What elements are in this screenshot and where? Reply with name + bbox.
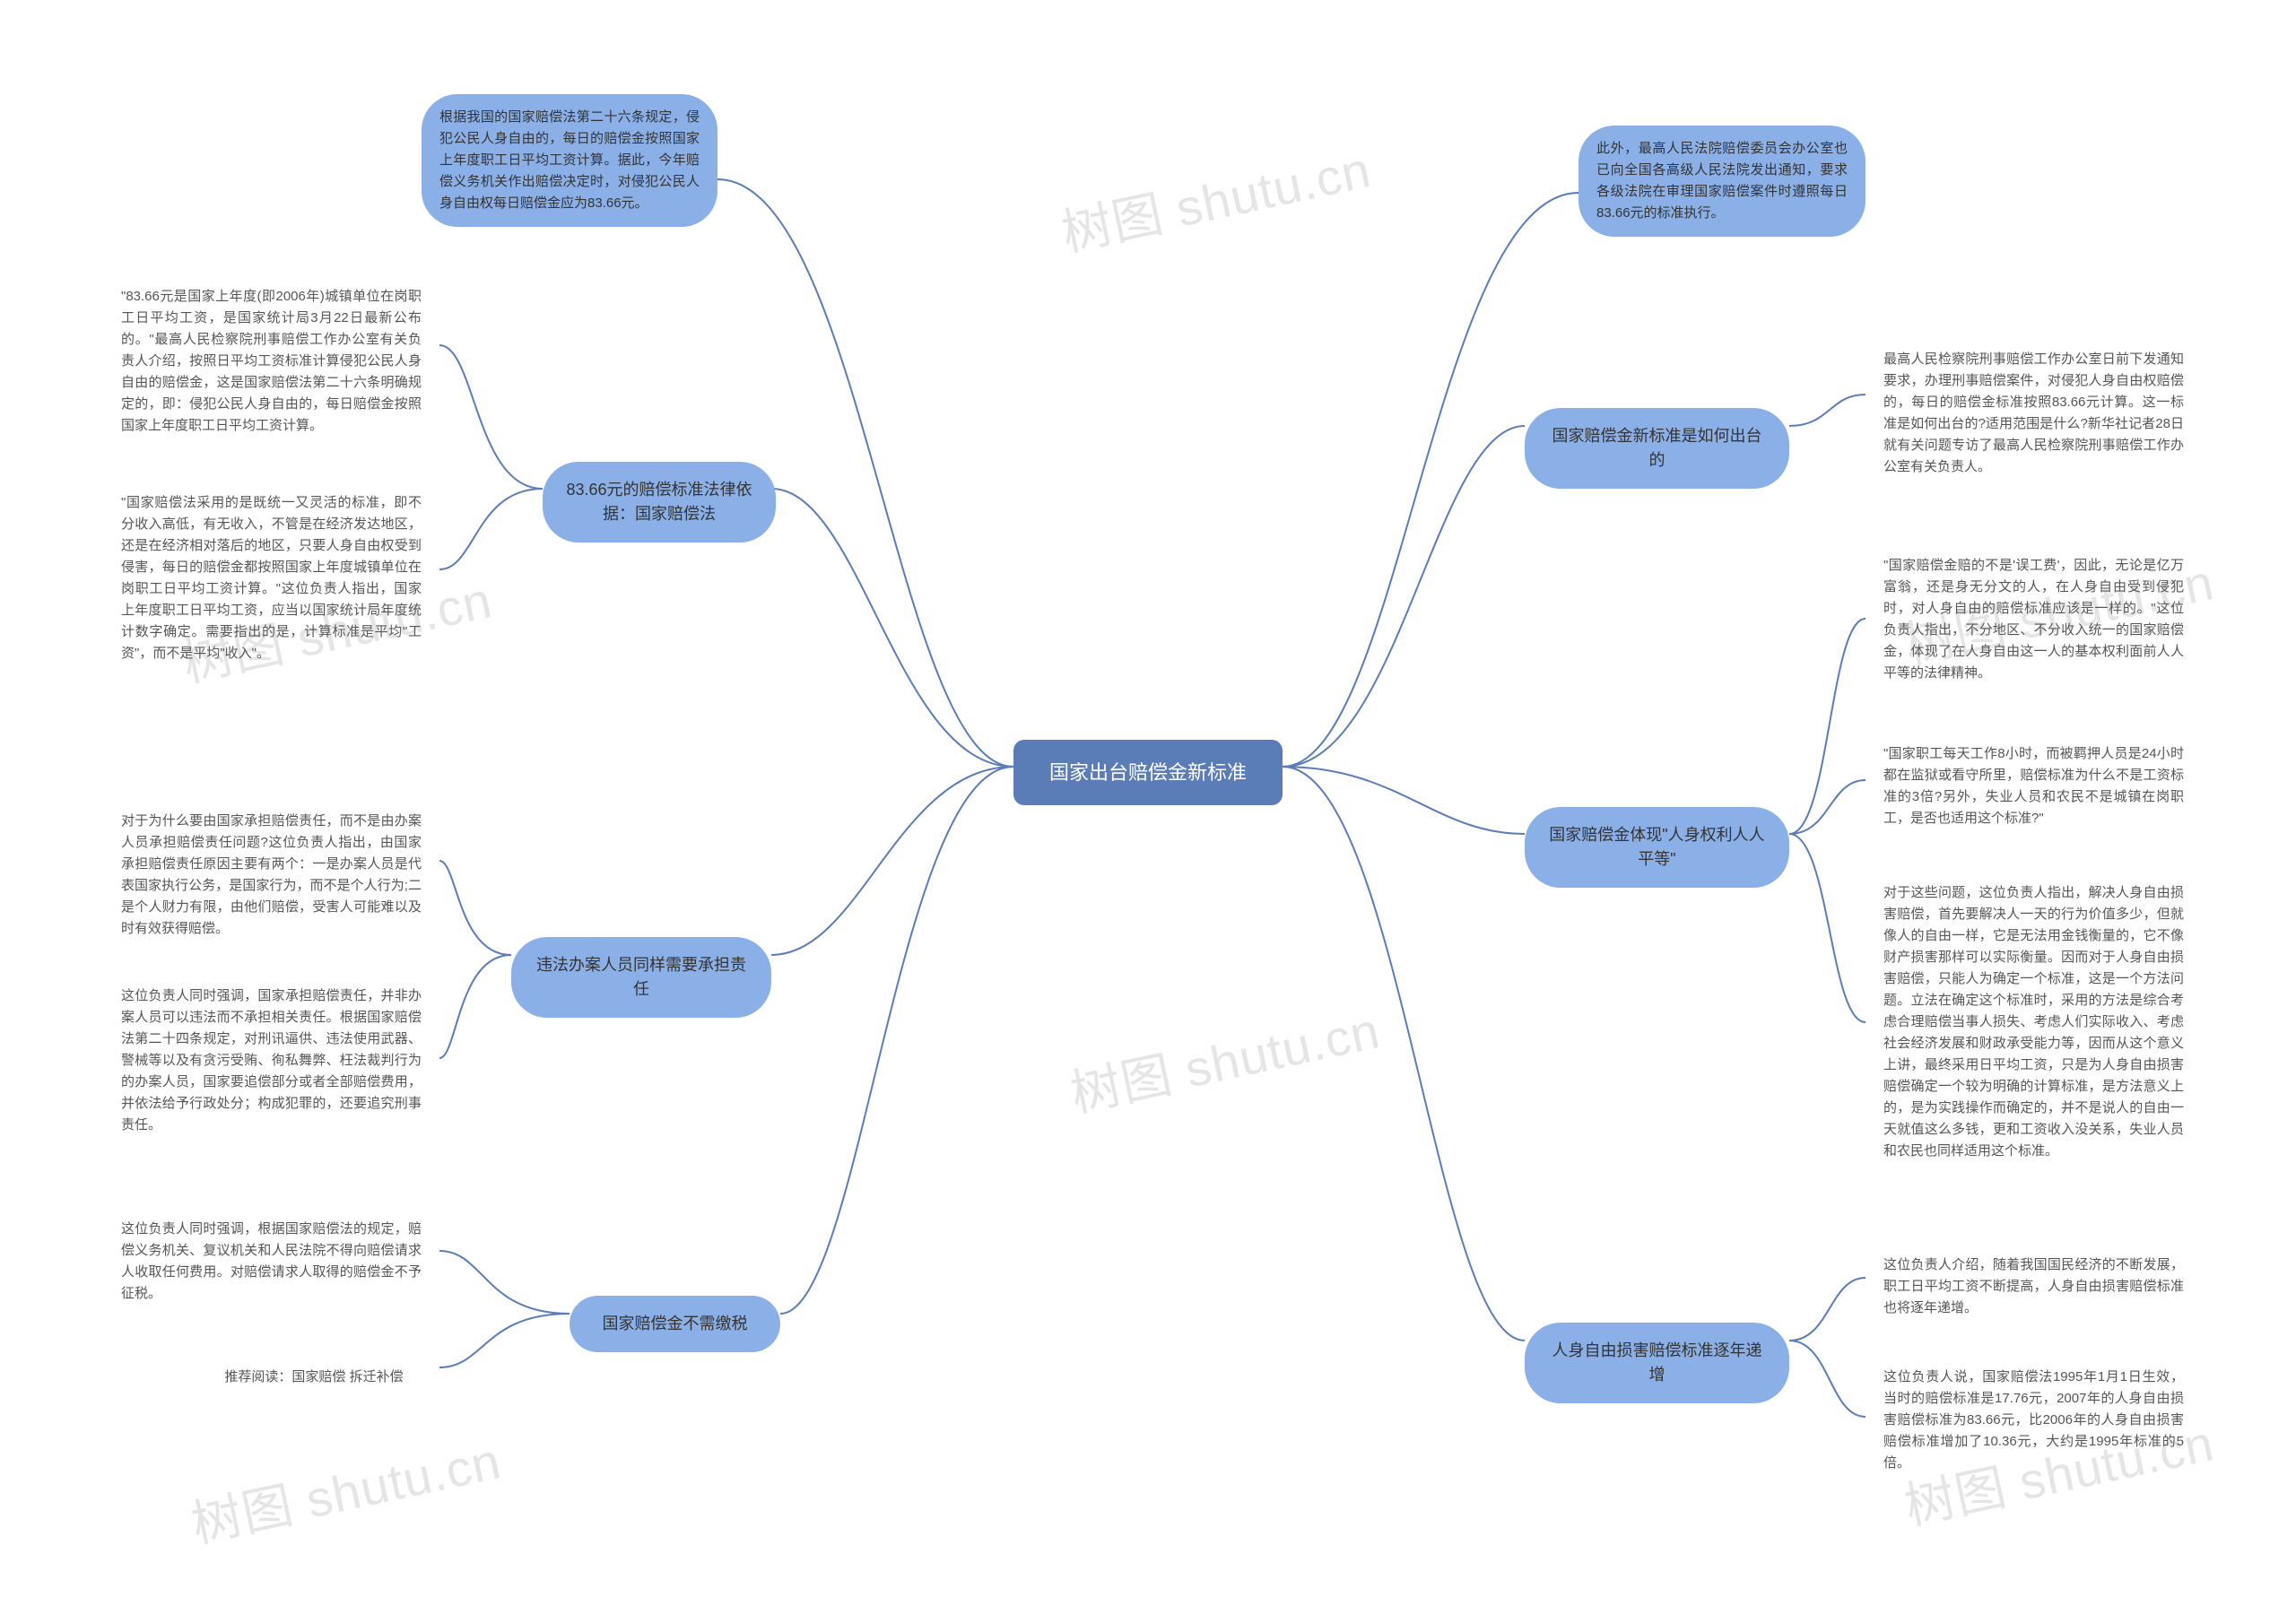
- leaf-node: 推荐阅读：国家赔偿 拆迁补偿: [188, 1354, 439, 1401]
- leaf-text: "国家赔偿法采用的是既统一又灵活的标准，即不分收入高低，有无收入，不管是在经济发…: [121, 492, 422, 664]
- branch-label: 违法办案人员同样需要承担责任: [535, 953, 748, 1002]
- leaf-text: 这位负责人介绍，随着我国国民经济的不断发展，职工日平均工资不断提高，人身自由损害…: [1883, 1254, 2184, 1319]
- center-label: 国家出台赔偿金新标准: [1049, 758, 1247, 787]
- leaf-node: "国家赔偿法采用的是既统一又灵活的标准，即不分收入高低，有无收入，不管是在经济发…: [103, 480, 439, 677]
- leaf-node: 对于这些问题，这位负责人指出，解决人身自由损害赔偿，首先要解决人一天的行为价值多…: [1866, 870, 2202, 1175]
- leaf-text: 这位负责人同时强调，国家承担赔偿责任，并非办案人员可以违法而不承担相关责任。根据…: [121, 985, 422, 1136]
- branch-node: 国家赔偿金新标准是如何出台的: [1525, 408, 1789, 489]
- branch-label: 国家赔偿金新标准是如何出台的: [1548, 424, 1766, 473]
- watermark: 树图 shutu.cn: [184, 1420, 506, 1557]
- branch-label: 国家赔偿金不需缴税: [603, 1312, 748, 1336]
- branch-node: 国家赔偿金体现"人身权利人人平等": [1525, 807, 1789, 888]
- leaf-text: "国家赔偿金赔的不是'误工费'，因此，无论是亿万富翁，还是身无分文的人，在人身自…: [1883, 555, 2184, 684]
- branch-label: 国家赔偿金体现"人身权利人人平等": [1548, 823, 1766, 872]
- leaf-text: 对于为什么要由国家承担赔偿责任，而不是由办案人员承担赔偿责任问题?这位负责人指出…: [121, 811, 422, 940]
- leaf-node: 对于为什么要由国家承担赔偿责任，而不是由办案人员承担赔偿责任问题?这位负责人指出…: [103, 798, 439, 952]
- leaf-text: 这位负责人说，国家赔偿法1995年1月1日生效，当时的赔偿标准是17.76元，2…: [1883, 1367, 2184, 1474]
- branch-label: 83.66元的赔偿标准法律依据：国家赔偿法: [566, 478, 752, 526]
- leaf-node: "83.66元是国家上年度(即2006年)城镇单位在岗职工日平均工资，是国家统计…: [103, 273, 439, 449]
- branch-node: 83.66元的赔偿标准法律依据：国家赔偿法: [543, 462, 776, 542]
- branch-node: 违法办案人员同样需要承担责任: [511, 937, 771, 1018]
- leaf-text: 此外，最高人民法院赔偿委员会办公室也已向全国各高级人民法院发出通知，要求各级法院…: [1596, 138, 1848, 224]
- branch-node: 国家赔偿金不需缴税: [570, 1296, 780, 1352]
- branch-label: 人身自由损害赔偿标准逐年递增: [1548, 1339, 1766, 1387]
- leaf-node: 这位负责人说，国家赔偿法1995年1月1日生效，当时的赔偿标准是17.76元，2…: [1866, 1354, 2202, 1487]
- leaf-text: 对于这些问题，这位负责人指出，解决人身自由损害赔偿，首先要解决人一天的行为价值多…: [1883, 882, 2184, 1162]
- leaf-text: 根据我国的国家赔偿法第二十六条规定，侵犯公民人身自由的，每日的赔偿金按照国家上年…: [439, 107, 700, 214]
- leaf-node: "国家职工每天工作8小时，而被羁押人员是24小时都在监狱或看守所里，赔偿标准为什…: [1866, 731, 2202, 842]
- leaf-node: 最高人民检察院刑事赔偿工作办公室日前下发通知要求，办理刑事赔偿案件，对侵犯人身自…: [1866, 336, 2202, 490]
- right-top-leaf: 此外，最高人民法院赔偿委员会办公室也已向全国各高级人民法院发出通知，要求各级法院…: [1578, 126, 1866, 237]
- leaf-text: "国家职工每天工作8小时，而被羁押人员是24小时都在监狱或看守所里，赔偿标准为什…: [1883, 743, 2184, 829]
- leaf-node: "国家赔偿金赔的不是'误工费'，因此，无论是亿万富翁，还是身无分文的人，在人身自…: [1866, 542, 2202, 697]
- left-top-leaf: 根据我国的国家赔偿法第二十六条规定，侵犯公民人身自由的，每日的赔偿金按照国家上年…: [422, 94, 718, 227]
- center-node: 国家出台赔偿金新标准: [1013, 740, 1283, 805]
- leaf-text: 最高人民检察院刑事赔偿工作办公室日前下发通知要求，办理刑事赔偿案件，对侵犯人身自…: [1883, 349, 2184, 478]
- leaf-node: 这位负责人介绍，随着我国国民经济的不断发展，职工日平均工资不断提高，人身自由损害…: [1866, 1242, 2202, 1332]
- watermark: 树图 shutu.cn: [1054, 129, 1376, 265]
- leaf-node: 这位负责人同时强调，国家承担赔偿责任，并非办案人员可以违法而不承担相关责任。根据…: [103, 973, 439, 1149]
- leaf-node: 这位负责人同时强调，根据国家赔偿法的规定，赔偿义务机关、复议机关和人民法院不得向…: [103, 1206, 439, 1317]
- leaf-text: 推荐阅读：国家赔偿 拆迁补偿: [224, 1367, 403, 1388]
- leaf-text: "83.66元是国家上年度(即2006年)城镇单位在岗职工日平均工资，是国家统计…: [121, 286, 422, 437]
- watermark: 树图 shutu.cn: [1063, 990, 1385, 1126]
- branch-node: 人身自由损害赔偿标准逐年递增: [1525, 1323, 1789, 1403]
- leaf-text: 这位负责人同时强调，根据国家赔偿法的规定，赔偿义务机关、复议机关和人民法院不得向…: [121, 1219, 422, 1305]
